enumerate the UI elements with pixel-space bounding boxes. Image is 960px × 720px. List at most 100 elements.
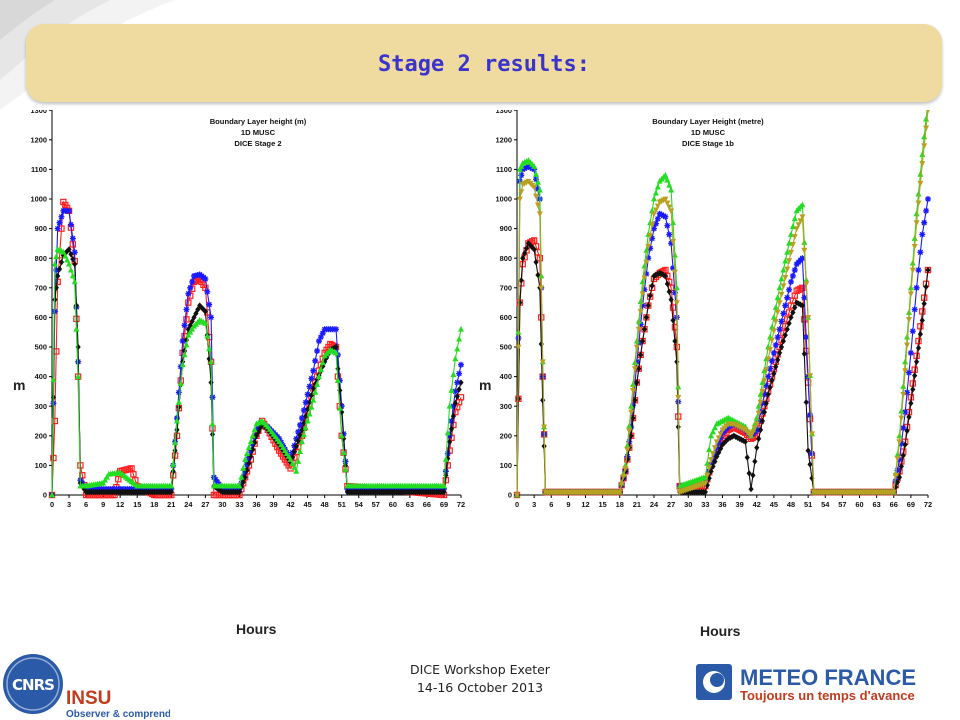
data-point [444,429,451,436]
data-point [786,258,793,265]
insu-logo-text: INSU [66,688,111,709]
y-tick-label: 100 [35,461,47,470]
data-point [894,478,901,486]
data-point [68,251,74,258]
data-point [67,266,74,273]
data-point [923,125,930,132]
x-tick-label: 0 [50,500,54,509]
data-point [738,436,745,443]
data-point [666,204,673,211]
data-point [630,414,636,422]
data-point [668,208,675,215]
data-point [248,453,254,460]
y-tick-label: 200 [35,431,47,440]
data-point [807,461,813,468]
data-point [742,438,748,445]
data-point [291,463,298,470]
data-point [315,338,322,345]
data-point [708,457,715,463]
data-point [773,363,779,370]
data-point [441,488,447,496]
data-point [641,286,648,293]
data-point [533,258,539,266]
x-tick-label: 54 [821,500,830,509]
data-point [900,424,907,431]
data-point [174,426,180,434]
data-point [533,193,540,200]
data-point [626,428,633,435]
data-point [242,456,249,462]
data-point [170,461,177,467]
data-point [518,189,525,195]
data-point [452,355,459,362]
data-point [786,320,792,327]
data-point [177,380,184,386]
x-tick-label: 30 [684,500,692,509]
data-point [788,278,794,285]
data-point [923,207,930,214]
data-point [293,435,300,442]
chart-title-line2: 1D MUSC [241,128,276,137]
data-point [295,458,302,464]
data-point [300,431,307,438]
data-point [909,328,916,335]
footer-event: DICE Workshop Exeter [410,662,550,677]
x-tick-label: 69 [440,500,448,509]
data-point [776,300,783,306]
data-point [668,186,675,193]
data-point [672,337,678,345]
data-point [909,267,916,274]
data-point [516,196,523,203]
x-tick-label: 42 [286,500,294,509]
data-point [308,392,315,399]
data-point [183,336,190,344]
data-point [763,382,770,389]
x-tick-label: 3 [67,500,71,509]
data-point [308,375,315,382]
data-point [915,200,922,207]
plot-area: 0100200300400500600700800900100011001200… [31,110,465,509]
data-point [202,308,208,315]
series-line [51,210,462,496]
data-point [247,447,254,454]
data-point [671,251,678,258]
data-point [761,378,768,384]
x-tick-label: 39 [736,500,744,509]
data-point [652,207,659,214]
data-point [631,366,638,373]
data-point [925,266,931,274]
data-point [442,456,449,462]
x-tick-label: 66 [423,500,431,509]
data-point [635,326,642,333]
data-point [295,437,301,444]
data-point [308,403,315,410]
data-point [170,468,176,475]
series-line [51,200,462,496]
data-point [69,235,76,242]
data-point [335,365,341,372]
data-point [915,267,922,274]
data-point [236,482,243,489]
data-point [168,482,175,489]
x-tick-label: 18 [150,500,158,509]
meteo-name: METEO FRANCE [740,665,916,690]
data-point [209,394,216,401]
data-point [185,331,192,338]
data-point [761,408,767,416]
data-point [717,431,724,438]
series-line [516,239,929,496]
data-point [298,415,305,422]
x-tick-label: 60 [389,500,397,509]
data-point [302,399,309,406]
data-point [71,249,78,256]
y-tick-label: 500 [35,343,47,352]
data-point [622,465,629,472]
data-point [923,115,930,122]
data-point [894,456,901,462]
data-point [647,292,653,299]
data-point [236,488,243,496]
data-point [704,472,711,479]
data-point [774,309,781,316]
data-point [892,472,899,479]
data-point [788,231,794,237]
